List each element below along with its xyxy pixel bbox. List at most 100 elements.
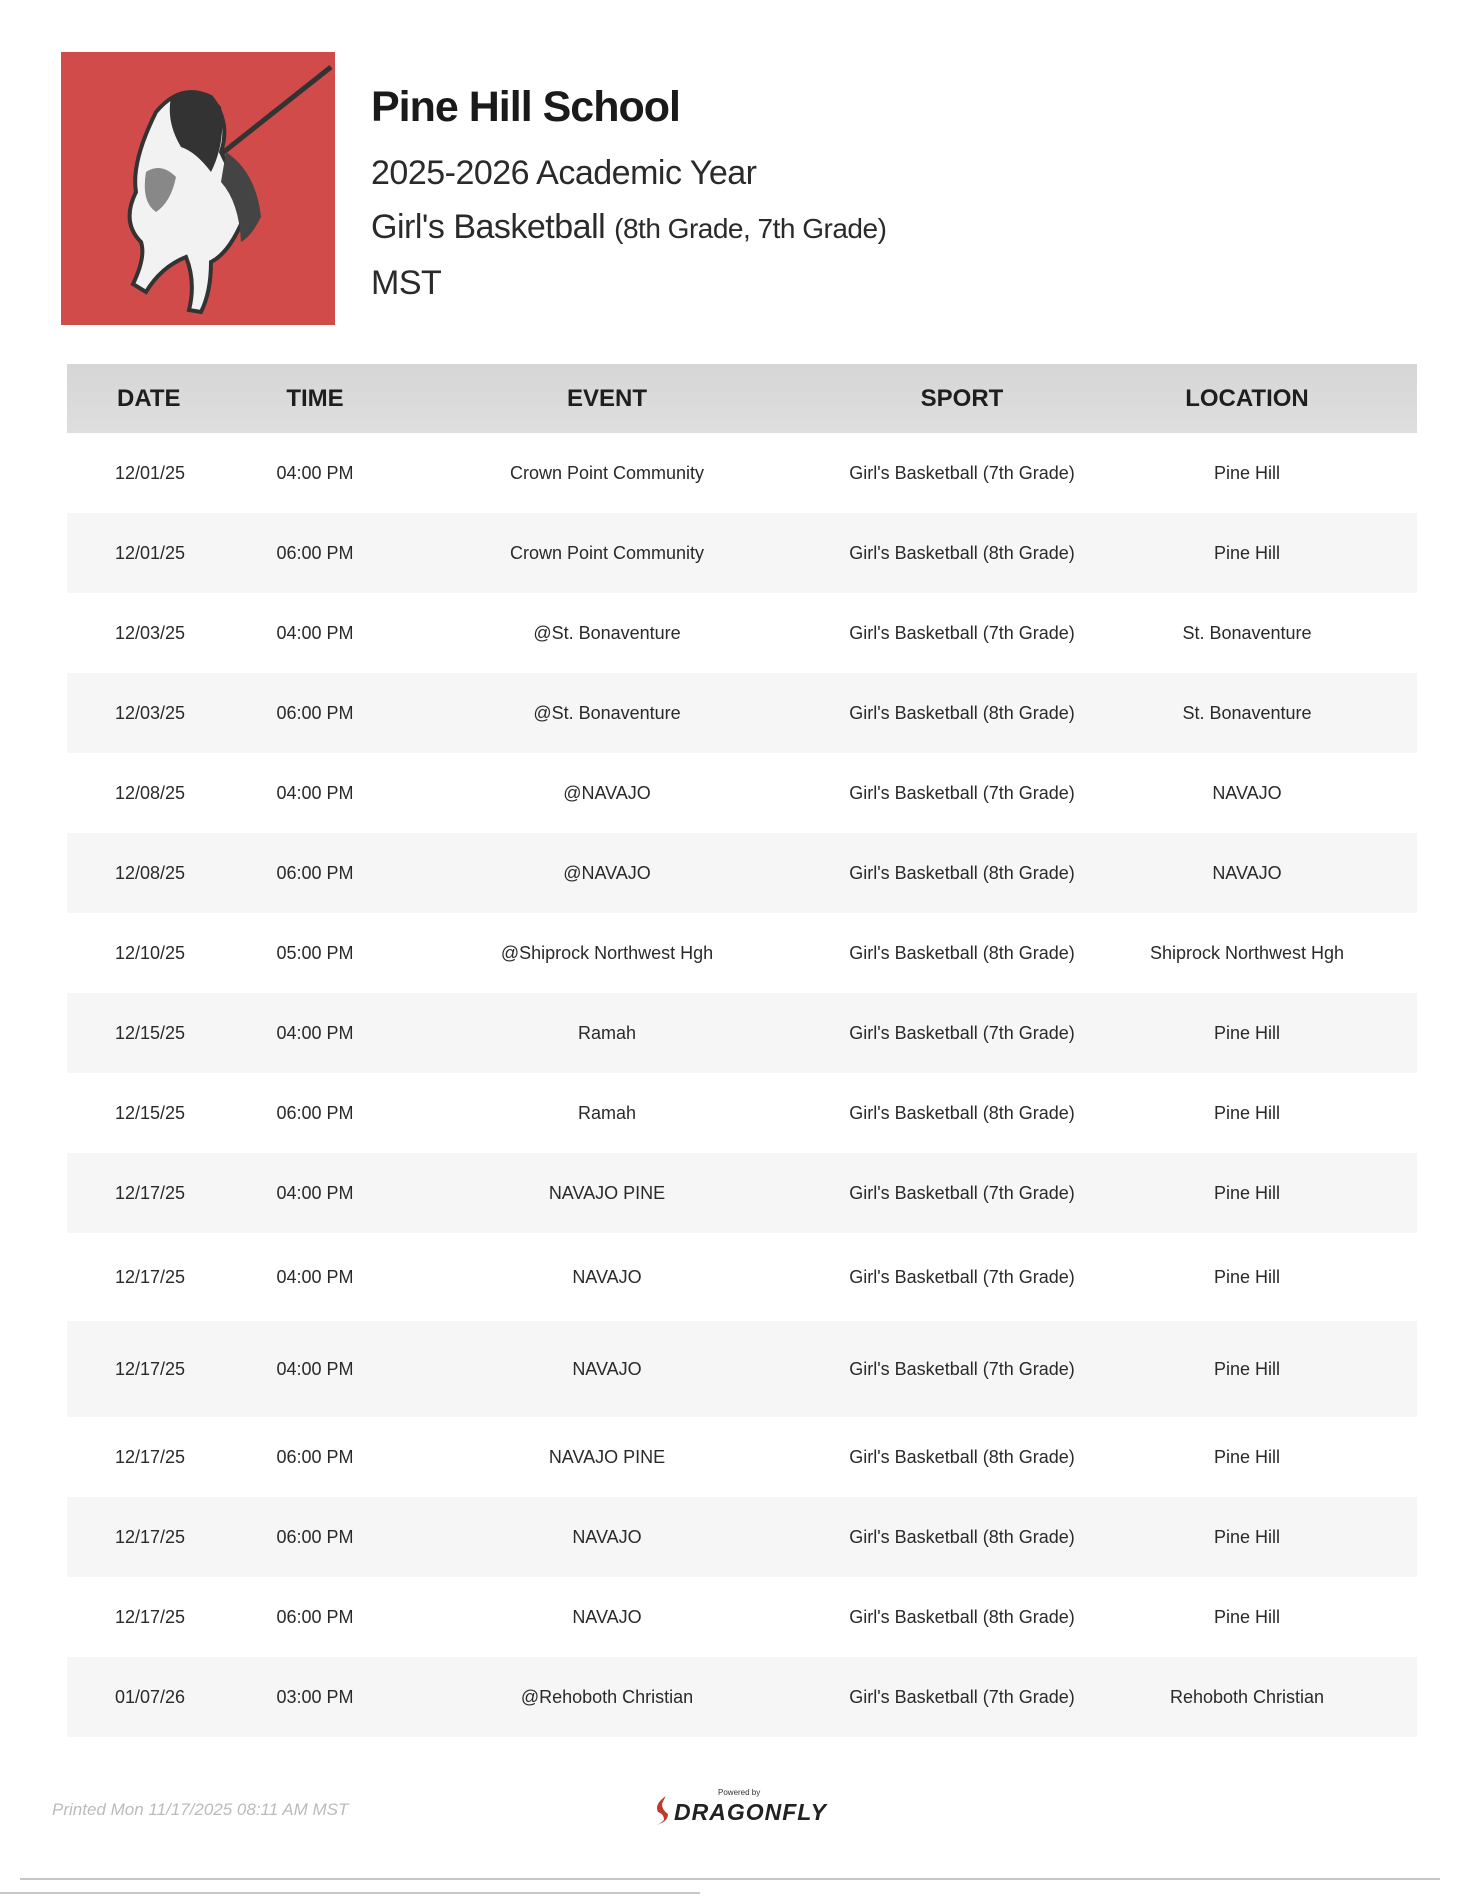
cell-sport: Girl's Basketball (8th Grade) (849, 542, 1075, 563)
cell-event: @Rehoboth Christian (520, 1686, 694, 1707)
table-row: 12/17/25 04:00 PM NAVAJO Girl's Basketball … (67, 1233, 1417, 1321)
table-row: 12/15/25 04:00 PM Ramah Girl's Basketball (… (67, 993, 1417, 1073)
cell-event: NAVAJO (572, 1358, 642, 1379)
dragonfly-swirl-icon (656, 1796, 668, 1825)
cell-date: 12/10/25 (114, 942, 186, 963)
cell-event: @St. Bonaventure (533, 622, 681, 643)
cell-time: 06:00 PM (276, 1102, 354, 1123)
cell-time: 03:00 PM (276, 1686, 354, 1707)
table-header: DATE TIME EVENT SPORT LOCATION (67, 364, 1417, 433)
dragonfly-logo: Powered by DRAGONFLY (652, 1788, 832, 1828)
cell-time: 04:00 PM (276, 622, 354, 643)
cell-date: 12/01/25 (114, 542, 186, 563)
cell-sport: Girl's Basketball (8th Grade) (849, 862, 1075, 883)
cell-date: 12/15/25 (114, 1022, 186, 1043)
column-header-event: EVENT (566, 384, 647, 412)
table-row: 12/17/25 06:00 PM NAVAJO PINE Girl's Basket… (67, 1417, 1417, 1497)
cell-location: Pine Hill (1213, 1446, 1281, 1467)
table-row: 01/07/26 03:00 PM @Rehoboth Christian Girl'… (67, 1657, 1417, 1737)
cell-time: 05:00 PM (276, 942, 354, 963)
cell-time: 06:00 PM (276, 702, 354, 723)
table-row: 12/03/25 06:00 PM @St. Bonaventure Girl's B… (67, 673, 1417, 753)
cell-event: @St. Bonaventure (533, 702, 681, 723)
divider (0, 1892, 700, 1894)
column-header-date: DATE (117, 384, 181, 412)
table-row: 12/01/25 06:00 PM Crown Point Community Gir… (67, 513, 1417, 593)
cell-location: Pine Hill (1213, 542, 1281, 563)
cell-event: NAVAJO (572, 1606, 642, 1627)
sport-title: Girl's Basketball (8th Grade, 7th Grade) (371, 200, 887, 256)
cell-time: 06:00 PM (276, 1446, 354, 1467)
cell-event: NAVAJO (572, 1266, 642, 1287)
cell-sport: Girl's Basketball (7th Grade) (849, 1022, 1075, 1043)
cell-location: NAVAJO (1212, 862, 1282, 883)
cell-time: 04:00 PM (276, 782, 354, 803)
cell-date: 12/17/25 (114, 1182, 186, 1203)
timezone: MST (371, 264, 442, 302)
academic-year: 2025-2026 Academic Year (371, 154, 757, 192)
table-body: 12/01/25 04:00 PM Crown Point Community Gir… (67, 433, 1417, 1737)
cell-date: 12/15/25 (114, 1102, 186, 1123)
table-row: 12/08/25 06:00 PM @NAVAJO Girl's Basketball… (67, 833, 1417, 913)
cell-date: 12/17/25 (114, 1606, 186, 1627)
cell-event: Ramah (577, 1102, 637, 1123)
school-logo (61, 52, 335, 325)
table-row: 12/01/25 04:00 PM Crown Point Community Gir… (67, 433, 1417, 513)
table-row: 12/10/25 05:00 PM @Shiprock Northwest Hgh G… (67, 913, 1417, 993)
cell-date: 12/17/25 (114, 1446, 186, 1467)
cell-event: @Shiprock Northwest Hgh (500, 942, 714, 963)
table-row: 12/15/25 06:00 PM Ramah Girl's Basketball (… (67, 1073, 1417, 1153)
cell-location: St. Bonaventure (1182, 702, 1312, 723)
cell-time: 06:00 PM (276, 1606, 354, 1627)
cell-location: Pine Hill (1213, 1526, 1281, 1547)
cell-sport: Girl's Basketball (7th Grade) (849, 462, 1075, 483)
cell-sport: Girl's Basketball (7th Grade) (849, 1266, 1075, 1287)
printed-timestamp: Printed Mon 11/17/2025 08:11 AM MST (52, 1800, 349, 1819)
cell-sport: Girl's Basketball (8th Grade) (849, 1446, 1075, 1467)
table-row: 12/08/25 04:00 PM @NAVAJO Girl's Basketball… (67, 753, 1417, 833)
divider (20, 1878, 1440, 1880)
cell-date: 12/17/25 (114, 1526, 186, 1547)
sport-name: Girl's Basketball (371, 208, 606, 246)
cell-sport: Girl's Basketball (8th Grade) (849, 1526, 1075, 1547)
cell-date: 12/08/25 (114, 782, 186, 803)
cell-location: Pine Hill (1213, 1182, 1281, 1203)
school-name: Pine Hill School (371, 83, 681, 131)
cell-time: 04:00 PM (276, 1182, 354, 1203)
table-row: 12/17/25 04:00 PM NAVAJO PINE Girl's Basket… (67, 1153, 1417, 1233)
cell-location: St. Bonaventure (1182, 622, 1312, 643)
table-row: 12/17/25 06:00 PM NAVAJO Girl's Basketball … (67, 1497, 1417, 1577)
cell-sport: Girl's Basketball (7th Grade) (849, 782, 1075, 803)
cell-location: Pine Hill (1213, 1358, 1281, 1379)
cell-date: 12/03/25 (114, 702, 186, 723)
cell-location: Pine Hill (1213, 1022, 1281, 1043)
cell-sport: Girl's Basketball (8th Grade) (849, 702, 1075, 723)
cell-time: 06:00 PM (276, 542, 354, 563)
cell-event: Crown Point Community (509, 542, 705, 563)
cell-time: 04:00 PM (276, 1022, 354, 1043)
cell-sport: Girl's Basketball (7th Grade) (849, 1686, 1075, 1707)
cell-event: Ramah (577, 1022, 637, 1043)
cell-location: Rehoboth Christian (1169, 1686, 1325, 1707)
cell-time: 06:00 PM (276, 862, 354, 883)
cell-date: 12/03/25 (114, 622, 186, 643)
cell-sport: Girl's Basketball (7th Grade) (849, 1182, 1075, 1203)
horse-rider-mascot-icon (127, 65, 333, 315)
cell-sport: Girl's Basketball (7th Grade) (849, 1358, 1075, 1379)
cell-event: Crown Point Community (509, 462, 705, 483)
cell-time: 04:00 PM (276, 1358, 354, 1379)
column-header-location: LOCATION (1185, 384, 1309, 412)
column-header-sport: SPORT (920, 385, 1004, 412)
cell-time: 06:00 PM (276, 1526, 354, 1547)
table-row: 12/17/25 04:00 PM NAVAJO Girl's Basketball … (67, 1321, 1417, 1417)
cell-sport: Girl's Basketball (8th Grade) (849, 1102, 1075, 1123)
table-row: 12/03/25 04:00 PM @St. Bonaventure Girl's B… (67, 593, 1417, 673)
cell-date: 12/01/25 (114, 462, 186, 483)
cell-location: Pine Hill (1213, 1102, 1281, 1123)
cell-sport: Girl's Basketball (7th Grade) (849, 622, 1075, 643)
powered-by-label: Powered by (718, 1788, 761, 1797)
cell-event: @NAVAJO (563, 782, 651, 803)
cell-time: 04:00 PM (276, 462, 354, 483)
cell-event: NAVAJO PINE (548, 1182, 666, 1203)
cell-location: NAVAJO (1212, 782, 1282, 803)
